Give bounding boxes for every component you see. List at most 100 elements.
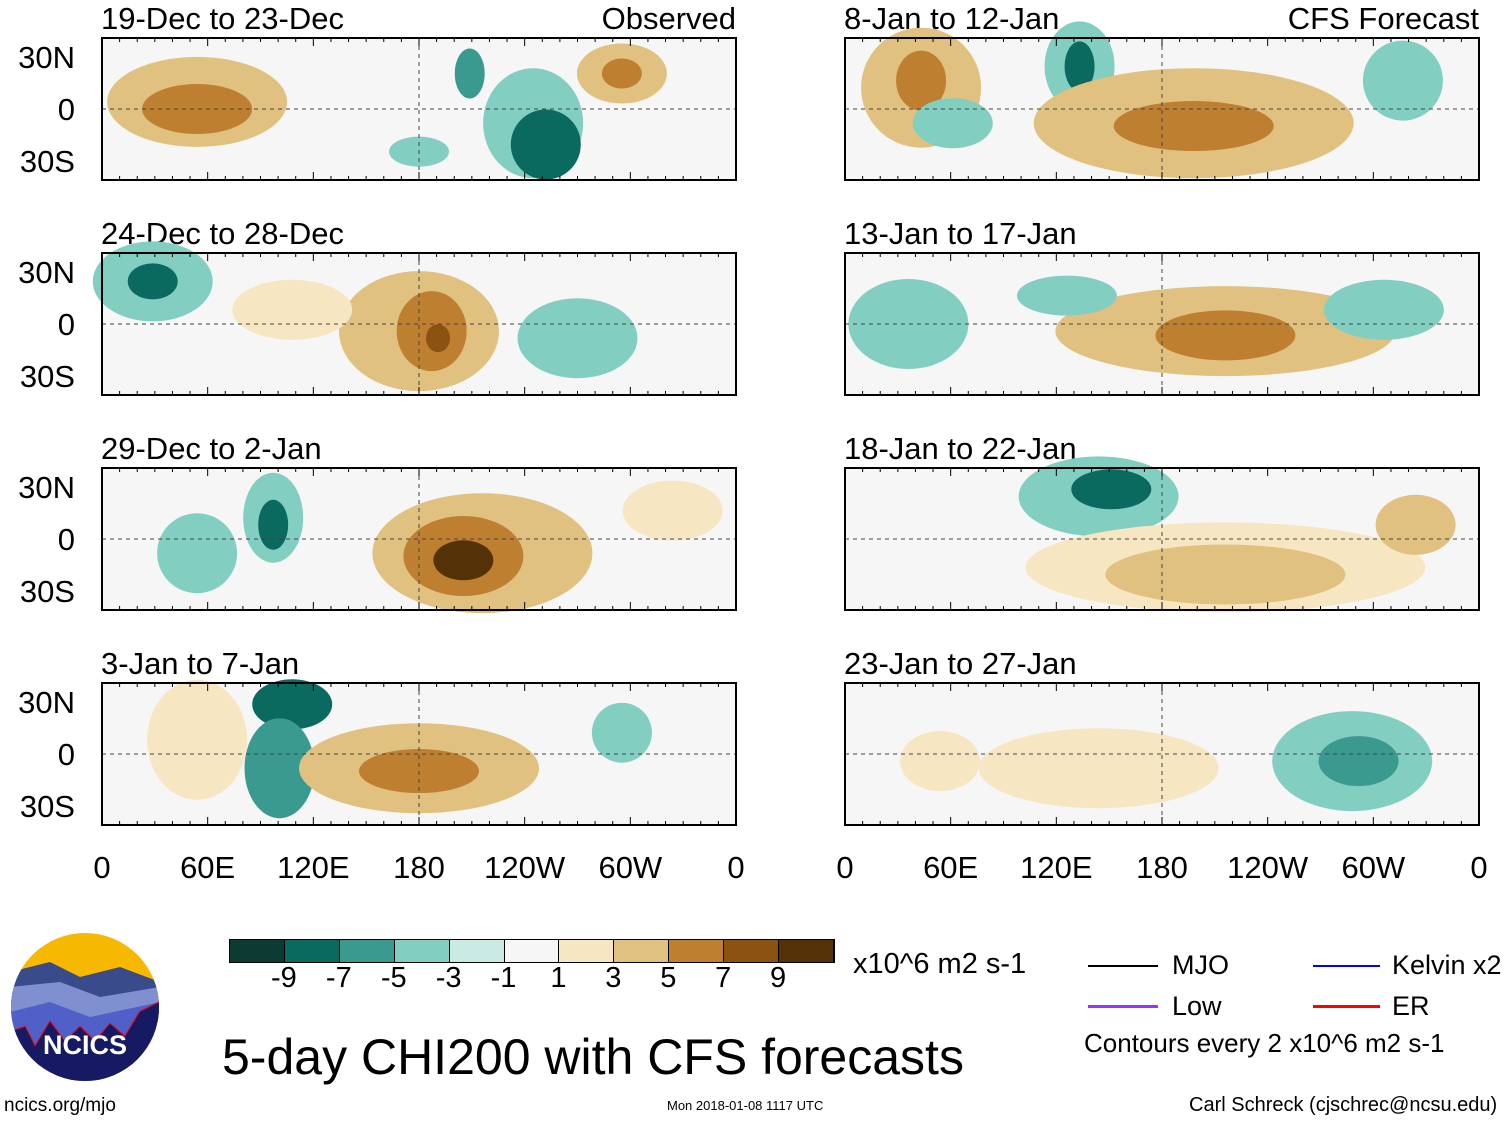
colorbar-label: 7 [715,962,732,994]
anomaly-region [157,513,238,594]
anomaly-region [978,728,1219,809]
legend-label-low: Low [1172,991,1222,1021]
lon-tick-label: 60W [598,850,663,885]
lat-tick-label: 0 [57,92,75,127]
contour-note: Contours every 2 x10^6 m2 s-1 [1084,1028,1445,1058]
anomaly-region [1064,41,1095,92]
colorbar-swatch [449,940,505,962]
colorbar-label: -7 [325,962,352,994]
anomaly-region [426,324,451,353]
svg-text:NCICS: NCICS [43,1030,127,1060]
footer-url[interactable]: ncics.org/mjo [4,1095,116,1116]
column-label: Observed [601,1,736,36]
anomaly-region [1155,310,1296,361]
lat-tick-label: 0 [57,737,75,772]
legend-line-kelvin [1313,965,1380,967]
colorbar-label: -5 [380,962,407,994]
anomaly-region [1016,275,1117,316]
anomaly-region [1323,279,1444,340]
anomaly-region [232,279,353,340]
lon-tick-label: 180 [1136,850,1188,885]
colorbar-swatch [230,940,285,962]
colorbar-label: 1 [550,962,567,994]
colorbar-label: -3 [435,962,462,994]
map-panel [101,467,737,614]
lat-tick-label: 0 [57,522,75,557]
ncics-logo: NCICS [11,933,159,1081]
lat-tick-label: 30N [18,255,75,290]
map-panel [844,682,1480,826]
footer-timestamp: Mon 2018-01-08 1117 UTC [667,1098,824,1113]
anomaly-region [142,84,253,134]
colorbar-swatch [779,940,834,962]
colorbar-swatch [559,940,615,962]
anomaly-region [1375,494,1456,555]
footer-credit: Carl Schreck (cjschrec@ncsu.edu) [1189,1094,1498,1116]
lon-tick-label: 0 [93,850,111,885]
lon-tick-label: 120W [484,850,566,885]
panel-title: 29-Dec to 2-Jan [101,431,322,466]
colorbar-swatch [614,940,670,962]
map-panel [92,241,737,396]
map-panel [101,37,737,181]
anomaly-region [912,98,993,149]
colorbar-label: 9 [770,962,787,994]
legend-label-kelvin: Kelvin x2 [1392,950,1502,980]
lat-tick-label: 30S [19,574,75,609]
lon-tick-label: 60E [180,850,236,885]
lon-tick-label: 0 [836,850,854,885]
figure-title: 5-day CHI200 with CFS forecasts [222,1029,964,1085]
anomaly-region [848,279,969,369]
anomaly-region [601,58,642,89]
anomaly-region [1113,101,1274,152]
panel-title: 18-Jan to 22-Jan [844,431,1077,466]
legend-label-er: ER [1392,991,1430,1021]
panel-title: 8-Jan to 12-Jan [844,1,1060,36]
anomaly-region [127,263,178,300]
panel-title: 13-Jan to 17-Jan [844,216,1077,251]
lat-tick-label: 30S [19,359,75,394]
colorbar [229,939,835,963]
colorbar-label: -9 [271,962,297,994]
map-panel [844,21,1480,181]
anomaly-region [454,48,485,99]
panel-title: 19-Dec to 23-Dec [101,1,344,36]
anomaly-region [1362,40,1443,121]
colorbar-label: -1 [490,962,517,994]
lon-tick-label: 120W [1227,850,1309,885]
lat-tick-label: 30S [19,144,75,179]
anomaly-region [1318,736,1399,787]
anomaly-region [510,109,581,180]
colorbar-swatch [284,940,340,962]
colorbar-swatch [504,940,560,962]
anomaly-region [622,480,723,541]
lat-tick-label: 30S [19,789,75,824]
map-panel [844,252,1480,396]
anomaly-region [147,679,248,800]
lat-tick-label: 30N [18,685,75,720]
anomaly-region [1105,544,1346,605]
anomaly-region [433,540,494,581]
anomaly-region [1071,469,1152,510]
legend-label-mjo: MJO [1172,950,1229,980]
lon-tick-label: 60W [1341,850,1406,885]
column-label: CFS Forecast [1287,1,1479,36]
colorbar-swatch [394,940,450,962]
anomaly-region [896,50,947,111]
anomaly-region [591,702,652,763]
lon-tick-label: 60E [923,850,979,885]
colorbar-swatch [669,940,725,962]
legend-line-mjo [1088,965,1158,967]
lon-tick-label: 120E [1020,850,1093,885]
lon-tick-label: 0 [1470,850,1488,885]
legend-line-er [1313,1005,1380,1008]
anomaly-region [900,731,981,792]
lat-tick-label: 0 [57,307,75,342]
anomaly-region [252,679,333,730]
colorbar-swatch [724,940,780,962]
panel-title: 23-Jan to 27-Jan [844,646,1077,681]
map-panel [844,456,1480,613]
anomaly-region [258,499,289,550]
lon-tick-label: 180 [393,850,445,885]
panel-title: 3-Jan to 7-Jan [101,646,300,681]
